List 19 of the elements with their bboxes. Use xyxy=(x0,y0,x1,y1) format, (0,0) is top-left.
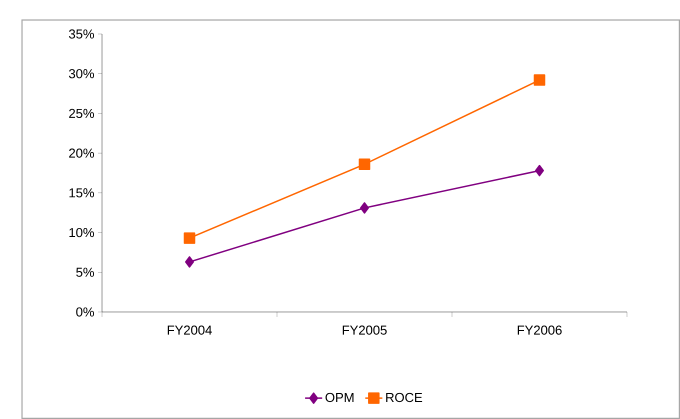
point xyxy=(184,232,196,244)
point xyxy=(185,256,194,268)
y-tick-label: 5% xyxy=(76,268,94,277)
point xyxy=(534,74,546,86)
y-tick-label: 10% xyxy=(69,228,94,238)
point xyxy=(360,202,370,214)
y-tick-label: 0% xyxy=(76,307,94,317)
y-tick-label: 25% xyxy=(69,108,94,118)
y-tick-label: 30% xyxy=(68,69,94,78)
point xyxy=(358,158,370,170)
legend-label: OPM xyxy=(326,392,354,402)
x-tick-label: FY2005 xyxy=(342,326,387,335)
x-tick-label: FY2006 xyxy=(518,326,562,335)
legend-label: ROCE xyxy=(386,392,422,402)
x-tick-label: FY2004 xyxy=(168,326,212,335)
y-tick-label: 20% xyxy=(69,148,94,158)
point xyxy=(535,164,544,176)
y-tick-label: 35% xyxy=(68,29,94,39)
y-tick-label: 15% xyxy=(69,188,94,198)
